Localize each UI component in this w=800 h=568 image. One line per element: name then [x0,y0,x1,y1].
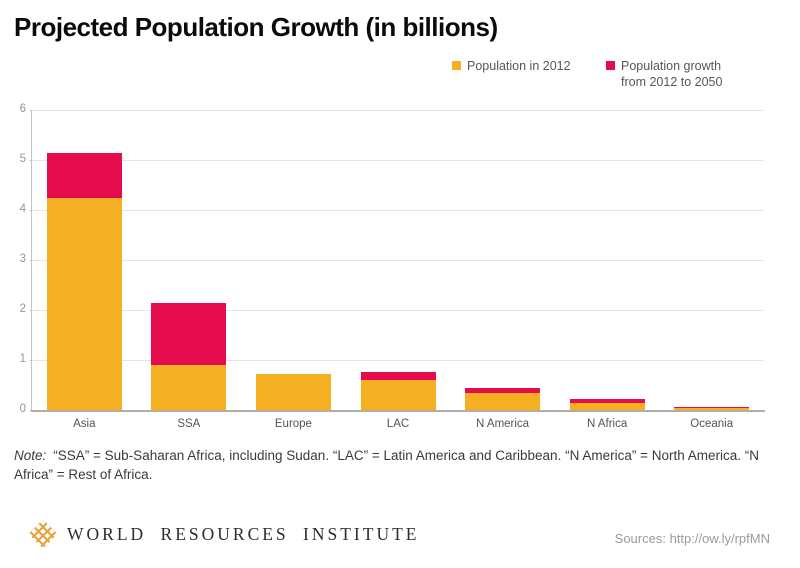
bar-segment-growth-n-africa [569,398,645,403]
y-tick-label-1: 1 [19,353,26,365]
footnote: Note: “SSA” = Sub-Saharan Africa, includi… [14,446,772,484]
y-tick-label-4: 4 [19,203,26,215]
y-tick-label-5: 5 [19,153,26,165]
wri-woven-diamond-logo-icon [28,519,58,549]
x-tick-label-asia: Asia [73,418,96,430]
y-tick-label-3: 3 [19,253,26,265]
legend-item-population-growth: Population growth from 2012 to 2050 [606,58,725,90]
bar-segment-2012-europe [255,374,331,410]
gridline-y5 [32,160,764,161]
note-prefix: Note: [14,448,47,463]
legend-swatch-2012-icon [452,61,461,70]
bar-segment-2012-oceania [674,408,750,410]
x-tick-label-n-america: N America [476,418,530,430]
y-axis: 0 1 2 3 4 5 6 [0,103,35,415]
x-tick-label-europe: Europe [274,418,312,430]
bar-segment-growth-asia [46,152,122,198]
legend-label-growth: Population growth from 2012 to 2050 [621,59,723,89]
bar-segment-2012-ssa [151,365,227,410]
bar-segment-2012-lac [360,380,436,410]
bar-segment-growth-n-america [465,388,541,393]
bar-chart-plot-area: Asia SSA Europe LAC N America N Africa Oceania [31,110,765,430]
legend-swatch-growth-icon [606,61,615,70]
y-tick-label-0: 0 [19,403,26,415]
bar-segment-2012-n-africa [569,402,645,410]
legend-label-2012: Population in 2012 [467,59,571,73]
gridline-y4 [32,210,764,211]
page-title: Projected Population Growth (in billions… [14,12,498,42]
wri-wordmark: WORLD RESOURCES INSTITUTE [67,523,420,544]
note-text: “SSA” = Sub-Saharan Africa, including Su… [14,448,759,482]
x-tick-label-ssa: SSA [177,418,201,430]
wri-brand: WORLD RESOURCES INSTITUTE [28,518,419,550]
gridline-y1 [32,360,764,361]
y-tick-label-6: 6 [19,103,26,115]
bar-segment-growth-oceania [674,406,750,408]
bar-segment-growth-ssa [151,302,227,365]
bar-segment-2012-asia [46,197,122,410]
sources-link: Sources: http://ow.ly/rpfMN [614,531,770,546]
gridline-y2 [32,310,764,311]
legend-item-population-2012: Population in 2012 [452,58,571,74]
bar-segment-2012-n-america [465,392,541,410]
bar-segment-growth-lac [360,371,436,380]
x-tick-label-n-africa: N Africa [586,418,628,430]
x-axis-line [31,410,765,412]
x-tick-label-lac: LAC [386,418,410,430]
y-tick-label-2: 2 [19,303,26,315]
x-tick-label-oceania: Oceania [690,418,734,430]
gridline-y6 [32,110,764,111]
gridline-y3 [32,260,764,261]
